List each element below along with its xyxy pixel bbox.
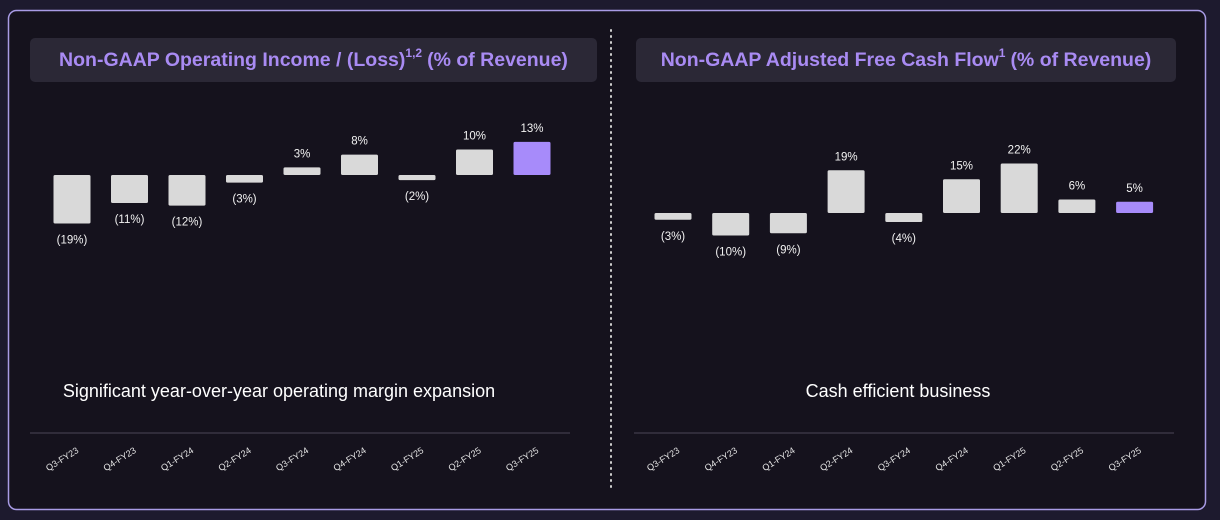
data-label: 19% (835, 151, 858, 163)
data-label: (11%) (115, 214, 145, 226)
data-label: (4%) (892, 233, 916, 245)
data-label: 3% (294, 148, 311, 160)
bar (769, 213, 807, 234)
title-footnote: 1 (999, 46, 1006, 60)
title-footnote: 1,2 (405, 46, 422, 60)
data-label: (3%) (232, 194, 256, 206)
bar (168, 175, 206, 206)
data-label: (2%) (405, 191, 429, 203)
data-label: 8% (351, 136, 368, 148)
bar (1058, 199, 1096, 213)
data-label: (19%) (57, 234, 88, 246)
data-label: 10% (463, 131, 486, 143)
bar (456, 149, 493, 175)
bar (226, 175, 263, 183)
data-label: (12%) (172, 217, 203, 229)
panel (7, 9, 1207, 511)
bar (398, 175, 436, 181)
data-label: 22% (1008, 145, 1031, 157)
chart-title: Non-GAAP Operating Income / (Loss)1,2 (% … (59, 46, 568, 71)
bar (1116, 201, 1154, 213)
title-suffix: (% of Revenue) (1010, 49, 1151, 71)
annotation: Cash efficient business (806, 381, 991, 401)
data-label: (9%) (776, 244, 800, 256)
bar (654, 213, 692, 220)
data-label: 5% (1126, 183, 1143, 195)
title-main: Non-GAAP Operating Income / (Loss) (59, 49, 405, 71)
title-suffix: (% of Revenue) (427, 49, 568, 71)
bar (1000, 163, 1038, 213)
data-label: 15% (950, 160, 973, 172)
bar (885, 213, 923, 222)
bar (513, 141, 551, 175)
bar (53, 175, 91, 224)
bar (712, 213, 750, 236)
data-label: 6% (1069, 181, 1086, 193)
bar (111, 175, 148, 204)
title-box (636, 38, 1176, 82)
title-box (30, 38, 597, 82)
chart-title: Non-GAAP Adjusted Free Cash Flow1 (% of R… (661, 46, 1152, 71)
title-main: Non-GAAP Adjusted Free Cash Flow (661, 49, 1000, 71)
data-label: (3%) (661, 231, 685, 243)
bar (943, 179, 980, 213)
bar (283, 167, 321, 175)
data-label: 13% (520, 123, 543, 135)
bar (341, 154, 378, 175)
bar (827, 170, 865, 213)
data-label: (10%) (715, 247, 746, 259)
annotation: Significant year-over-year operating mar… (63, 381, 495, 401)
